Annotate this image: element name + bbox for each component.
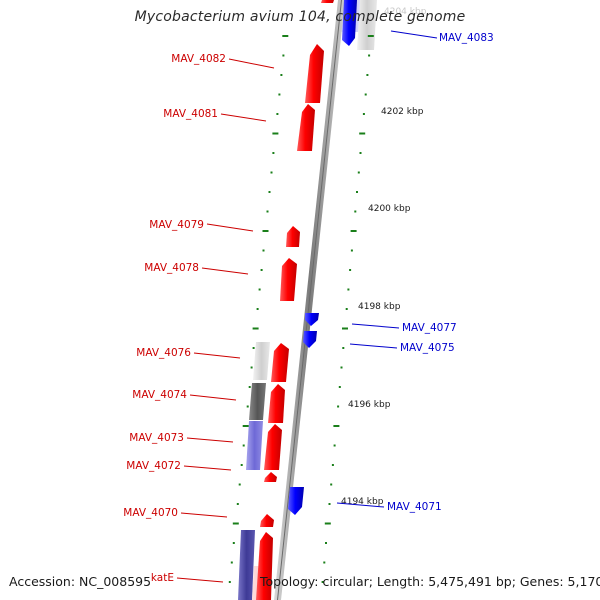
gene-arrow-top-partial [321,0,334,3]
gene-label-mav-4075[interactable]: MAV_4075 [400,342,455,354]
gene-arrow-mav-4076 [271,343,289,382]
gene-label-mav-4076[interactable]: MAV_4076 [136,347,191,359]
gene-label-mav-4079[interactable]: MAV_4079 [149,219,204,231]
gene-label-mav-4077[interactable]: MAV_4077 [402,322,457,334]
scale-label-4198: 4198 kbp [358,302,401,312]
gene-label-mav-4078[interactable]: MAV_4078 [144,262,199,274]
backbone-edge [277,0,342,600]
inner-tick-track [228,35,289,583]
gene-arrow-mav-4071 [288,487,304,515]
scale-label-4204: 4204 kbp [384,7,427,17]
gene-label-mav-4081[interactable]: MAV_4081 [163,108,218,120]
gene-label-mav-4082[interactable]: MAV_4082 [171,53,226,65]
gene-arrow-mav-4078 [280,258,297,301]
gene-arrow-mav-4079 [286,226,300,247]
cog-bar-light-grey-top [357,0,377,50]
gene-arrow-kate [256,532,273,600]
gene-arrow-mav-4075 [303,331,317,348]
gene-label-mav-4073[interactable]: MAV_4073 [129,432,184,444]
label-connectors [176,30,438,583]
scale-labels: 4204 kbp 4202 kbp 4200 kbp 4198 kbp 4196… [341,7,427,507]
gene-label-mav-4072[interactable]: MAV_4072 [126,460,181,472]
gene-label-mav-4071[interactable]: MAV_4071 [387,501,442,513]
gene-label-mav-4070[interactable]: MAV_4070 [123,507,178,519]
scale-label-4196: 4196 kbp [348,400,391,410]
cog-bar-navy [238,530,255,600]
forward-gene-labels: MAV_4082 MAV_4081 MAV_4079 MAV_4078 MAV_… [123,53,226,584]
gene-label-kate[interactable]: katE [151,572,174,584]
gene-arrow-mav-4083 [342,0,357,46]
reverse-gene-labels: MAV_4083 MAV_4077 MAV_4075 MAV_4071 [387,32,494,513]
map-title: Mycobacterium avium 104, complete genome [134,9,466,25]
gene-arrow-mav-4081 [297,104,315,151]
outer-tick-track [321,35,374,583]
gene-arrow-mav-4073 [264,424,282,470]
scale-label-4194: 4194 kbp [341,497,384,507]
gene-arrow-mav-4072 [264,472,277,482]
cog-bar-dark-grey [249,383,266,420]
accession-text: Accession: NC_008595 [9,574,152,589]
genome-stats-text: Topology: circular; Length: 5,475,491 bp… [260,574,600,589]
gene-label-mav-4074[interactable]: MAV_4074 [132,389,187,401]
gene-arrow-mav-4074 [268,384,285,423]
scale-label-4202: 4202 kbp [381,107,424,117]
gene-arrow-mav-4082 [305,44,324,103]
cog-bar-light-grey [253,342,270,380]
gene-arrow-mav-4077 [305,313,319,326]
gene-label-mav-4083[interactable]: MAV_4083 [439,32,494,44]
cog-bar-lavender [246,421,263,470]
scale-label-4200: 4200 kbp [368,204,411,214]
gene-arrow-mav-4070 [260,514,274,527]
